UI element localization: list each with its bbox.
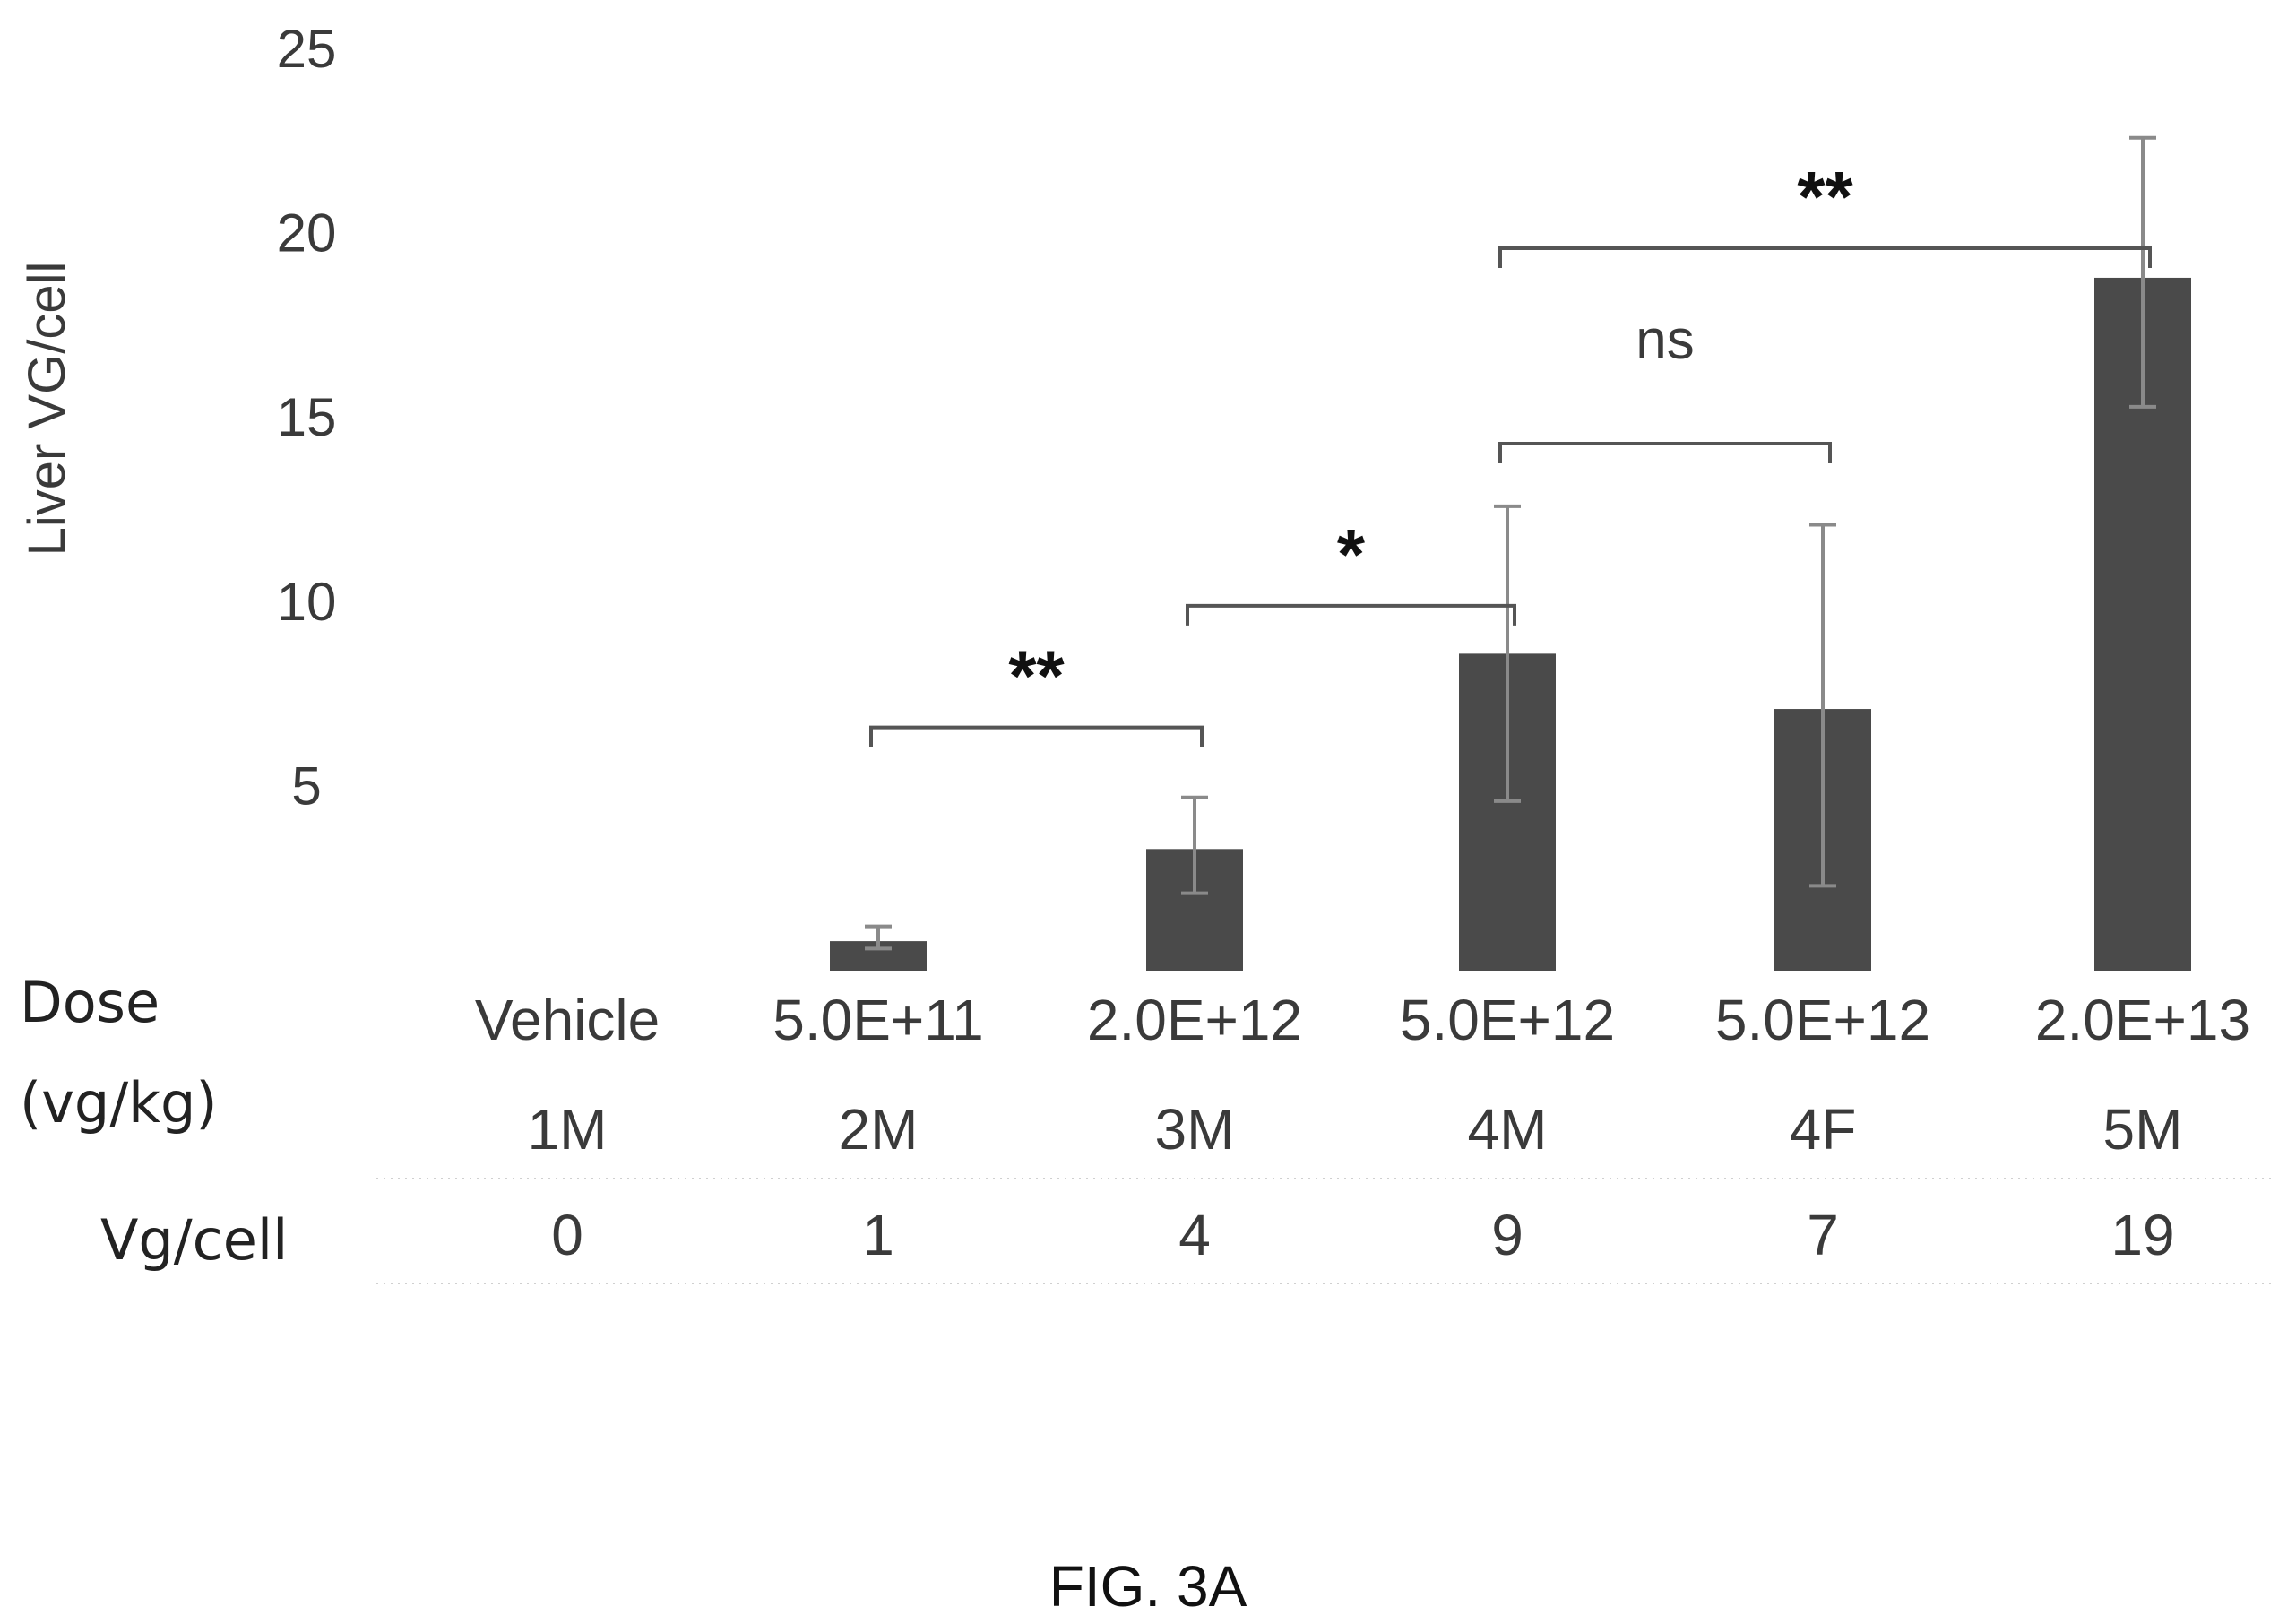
significance-bracket bbox=[869, 725, 1204, 747]
dose-unit-label: (vg/kg) bbox=[20, 1070, 218, 1136]
significance-label: * bbox=[1337, 514, 1366, 594]
group-tick-label: 3M bbox=[1155, 1097, 1235, 1162]
y-tick-label: 15 bbox=[277, 387, 337, 447]
significance-brackets: ***ns** bbox=[869, 157, 2152, 747]
y-tick-label: 20 bbox=[277, 203, 337, 263]
vg-row-label: Vg/cell bbox=[100, 1207, 288, 1273]
error-bar bbox=[865, 924, 892, 951]
vg-per-cell-values: 0 1 4 9 7 19 bbox=[551, 1203, 2174, 1267]
dose-label: Dose bbox=[20, 970, 160, 1035]
group-tick-label: 2M bbox=[839, 1097, 919, 1162]
error-bar bbox=[1809, 523, 1836, 888]
bars bbox=[830, 277, 2191, 972]
vg-per-cell-value: 1 bbox=[862, 1203, 894, 1267]
vg-per-cell-value: 7 bbox=[1807, 1203, 1839, 1267]
significance-label: ns bbox=[1636, 309, 1694, 371]
error-bar bbox=[1181, 795, 1208, 895]
dose-tick-label: Vehicle bbox=[475, 988, 660, 1052]
bracket-line bbox=[1498, 246, 2152, 269]
significance-bracket bbox=[1498, 441, 1832, 463]
group-tick-label: 4M bbox=[1468, 1097, 1548, 1162]
dose-tick-labels: Vehicle 5.0E+11 2.0E+12 5.0E+12 5.0E+12 2.0E+… bbox=[475, 988, 2250, 1052]
group-tick-labels: 1M 2M 3M 4M 4F 5M bbox=[528, 1097, 2183, 1162]
table-dividers bbox=[376, 1178, 2276, 1284]
significance-bracket bbox=[1186, 603, 1516, 626]
y-tick-label: 5 bbox=[291, 756, 321, 816]
vg-per-cell-value: 19 bbox=[2110, 1203, 2174, 1267]
bracket-line bbox=[869, 725, 1204, 747]
bracket-line bbox=[1186, 603, 1516, 626]
vg-per-cell-value: 4 bbox=[1178, 1203, 1211, 1267]
vg-per-cell-value: 9 bbox=[1491, 1203, 1523, 1267]
group-tick-label: 5M bbox=[2103, 1097, 2183, 1162]
bracket-line bbox=[1498, 441, 1832, 463]
dose-tick-label: 2.0E+13 bbox=[2035, 988, 2250, 1052]
dose-tick-label: 5.0E+12 bbox=[1400, 988, 1615, 1052]
error-bars bbox=[865, 135, 2156, 951]
error-bar bbox=[1494, 504, 1521, 803]
vg-per-cell-value: 0 bbox=[551, 1203, 583, 1267]
y-axis: 5 10 15 20 25 bbox=[277, 19, 337, 816]
significance-label: ** bbox=[1008, 636, 1065, 716]
significance-label: ** bbox=[1797, 157, 1853, 237]
group-tick-label: 1M bbox=[528, 1097, 608, 1162]
y-tick-label: 10 bbox=[277, 572, 337, 632]
significance-bracket bbox=[1498, 246, 2152, 269]
group-tick-label: 4F bbox=[1790, 1097, 1857, 1162]
error-bar bbox=[2129, 135, 2156, 409]
y-tick-label: 25 bbox=[277, 19, 337, 79]
figure-label: FIG. 3A bbox=[1049, 1554, 1247, 1619]
dose-tick-label: 2.0E+12 bbox=[1087, 988, 1302, 1052]
y-axis-label: Liver VG/cell bbox=[18, 262, 76, 557]
dose-tick-label: 5.0E+11 bbox=[773, 988, 983, 1052]
dose-tick-label: 5.0E+12 bbox=[1715, 988, 1930, 1052]
